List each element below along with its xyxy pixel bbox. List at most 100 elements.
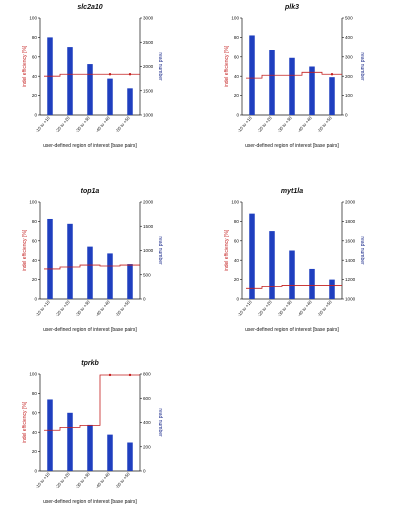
x-tick-label: -20 to +20	[54, 299, 71, 318]
read-number-bar	[249, 214, 255, 299]
left-tick-label: 40	[32, 74, 38, 79]
right-tick-label: 2000	[143, 200, 154, 205]
left-tick-label: 0	[34, 469, 37, 474]
right-axis-label: read number	[157, 236, 163, 265]
right-tick-label: 200	[143, 444, 151, 449]
right-tick-label: 1000	[143, 113, 154, 118]
x-tick-label: -30 to +30	[74, 471, 91, 490]
read-number-bar	[329, 280, 335, 299]
x-tick-label: -10 to +10	[236, 299, 253, 318]
left-tick-label: 0	[236, 297, 239, 302]
right-tick-label: 3000	[143, 16, 154, 21]
read-number-bar	[309, 269, 315, 299]
right-tick-label: 2000	[143, 64, 154, 69]
right-tick-label: 1600	[345, 238, 356, 243]
right-tick-label: 200	[345, 74, 353, 79]
x-tick-label: -20 to +20	[256, 299, 273, 318]
read-number-bar	[107, 79, 113, 115]
indel-efficiency-point	[129, 374, 131, 376]
read-number-bar	[289, 58, 295, 115]
x-tick-label: -40 to +40	[94, 299, 111, 318]
left-tick-label: 100	[231, 200, 239, 205]
right-tick-label: 500	[143, 272, 151, 277]
x-tick-label: -40 to +40	[94, 471, 111, 490]
left-tick-label: 60	[234, 54, 240, 59]
x-tick-label: -50 to +50	[114, 115, 131, 134]
read-number-bar	[67, 413, 73, 471]
indel-efficiency-point	[109, 73, 111, 75]
read-number-bar	[67, 47, 73, 115]
left-tick-label: 80	[32, 35, 38, 40]
read-number-bar	[127, 443, 133, 471]
left-tick-label: 80	[32, 391, 38, 396]
left-axis-label: indel efficiency [%]	[224, 229, 230, 271]
left-tick-label: 80	[32, 219, 38, 224]
x-axis-label: user-defined region of interest [base pa…	[43, 143, 137, 149]
x-tick-label: -20 to +20	[256, 115, 273, 134]
read-number-bar	[87, 64, 93, 115]
right-tick-label: 1000	[143, 248, 154, 253]
left-tick-label: 60	[32, 238, 38, 243]
read-number-bar	[269, 231, 275, 299]
read-number-bar	[87, 247, 93, 299]
left-tick-label: 60	[32, 410, 38, 415]
indel-efficiency-point	[109, 374, 111, 376]
read-number-bar	[289, 251, 295, 300]
left-tick-label: 80	[234, 219, 240, 224]
read-number-bar	[127, 264, 133, 299]
x-tick-label: -30 to +30	[276, 299, 293, 318]
right-tick-label: 2000	[345, 200, 356, 205]
x-axis-label: user-defined region of interest [base pa…	[245, 143, 339, 149]
x-tick-label: -30 to +30	[276, 115, 293, 134]
left-tick-label: 40	[32, 258, 38, 263]
right-tick-label: 600	[143, 396, 151, 401]
left-tick-label: 0	[34, 297, 37, 302]
right-tick-label: 100	[345, 93, 353, 98]
left-tick-label: 20	[32, 449, 38, 454]
right-axis-label: read number	[359, 236, 365, 265]
read-number-bar	[107, 435, 113, 471]
x-tick-label: -20 to +20	[54, 471, 71, 490]
indel-efficiency-point	[129, 73, 131, 75]
x-tick-label: -30 to +30	[74, 299, 91, 318]
right-tick-label: 1400	[345, 258, 356, 263]
left-tick-label: 100	[29, 372, 37, 377]
left-axis-label: indel efficiency [%]	[22, 229, 28, 271]
right-tick-label: 0	[143, 297, 146, 302]
read-number-bar	[47, 219, 53, 299]
chart-title: tprkb	[81, 360, 99, 367]
chart-title: myt1la	[281, 188, 303, 195]
right-tick-label: 400	[345, 35, 353, 40]
right-tick-label: 400	[143, 420, 151, 425]
chart-title: slc2a10	[77, 4, 102, 11]
left-tick-label: 20	[234, 93, 240, 98]
x-tick-label: -50 to +50	[114, 299, 131, 318]
left-axis-label: indel efficiency [%]	[224, 45, 230, 87]
right-axis-label: read number	[157, 408, 163, 437]
x-tick-label: -50 to +50	[316, 299, 333, 318]
read-number-bar	[107, 253, 113, 299]
left-tick-label: 20	[234, 277, 240, 282]
read-number-bar	[87, 425, 93, 471]
read-number-bar	[47, 399, 53, 471]
right-axis-label: read number	[157, 52, 163, 81]
chart-svg: slc2a1002040608010010001500200025003000-…	[0, 0, 200, 168]
right-tick-label: 300	[345, 54, 353, 59]
right-tick-label: 1200	[345, 277, 356, 282]
read-number-bar	[67, 224, 73, 299]
read-number-bar	[269, 50, 275, 115]
left-tick-label: 100	[231, 16, 239, 21]
x-tick-label: -30 to +30	[74, 115, 91, 134]
right-tick-label: 1500	[143, 88, 154, 93]
x-tick-label: -10 to +10	[34, 471, 51, 490]
indel-efficiency-line	[44, 375, 140, 430]
left-tick-label: 0	[34, 113, 37, 118]
read-number-bar	[249, 35, 255, 115]
x-tick-label: -40 to +40	[296, 299, 313, 318]
x-tick-label: -10 to +10	[236, 115, 253, 134]
x-tick-label: -40 to +40	[94, 115, 111, 134]
